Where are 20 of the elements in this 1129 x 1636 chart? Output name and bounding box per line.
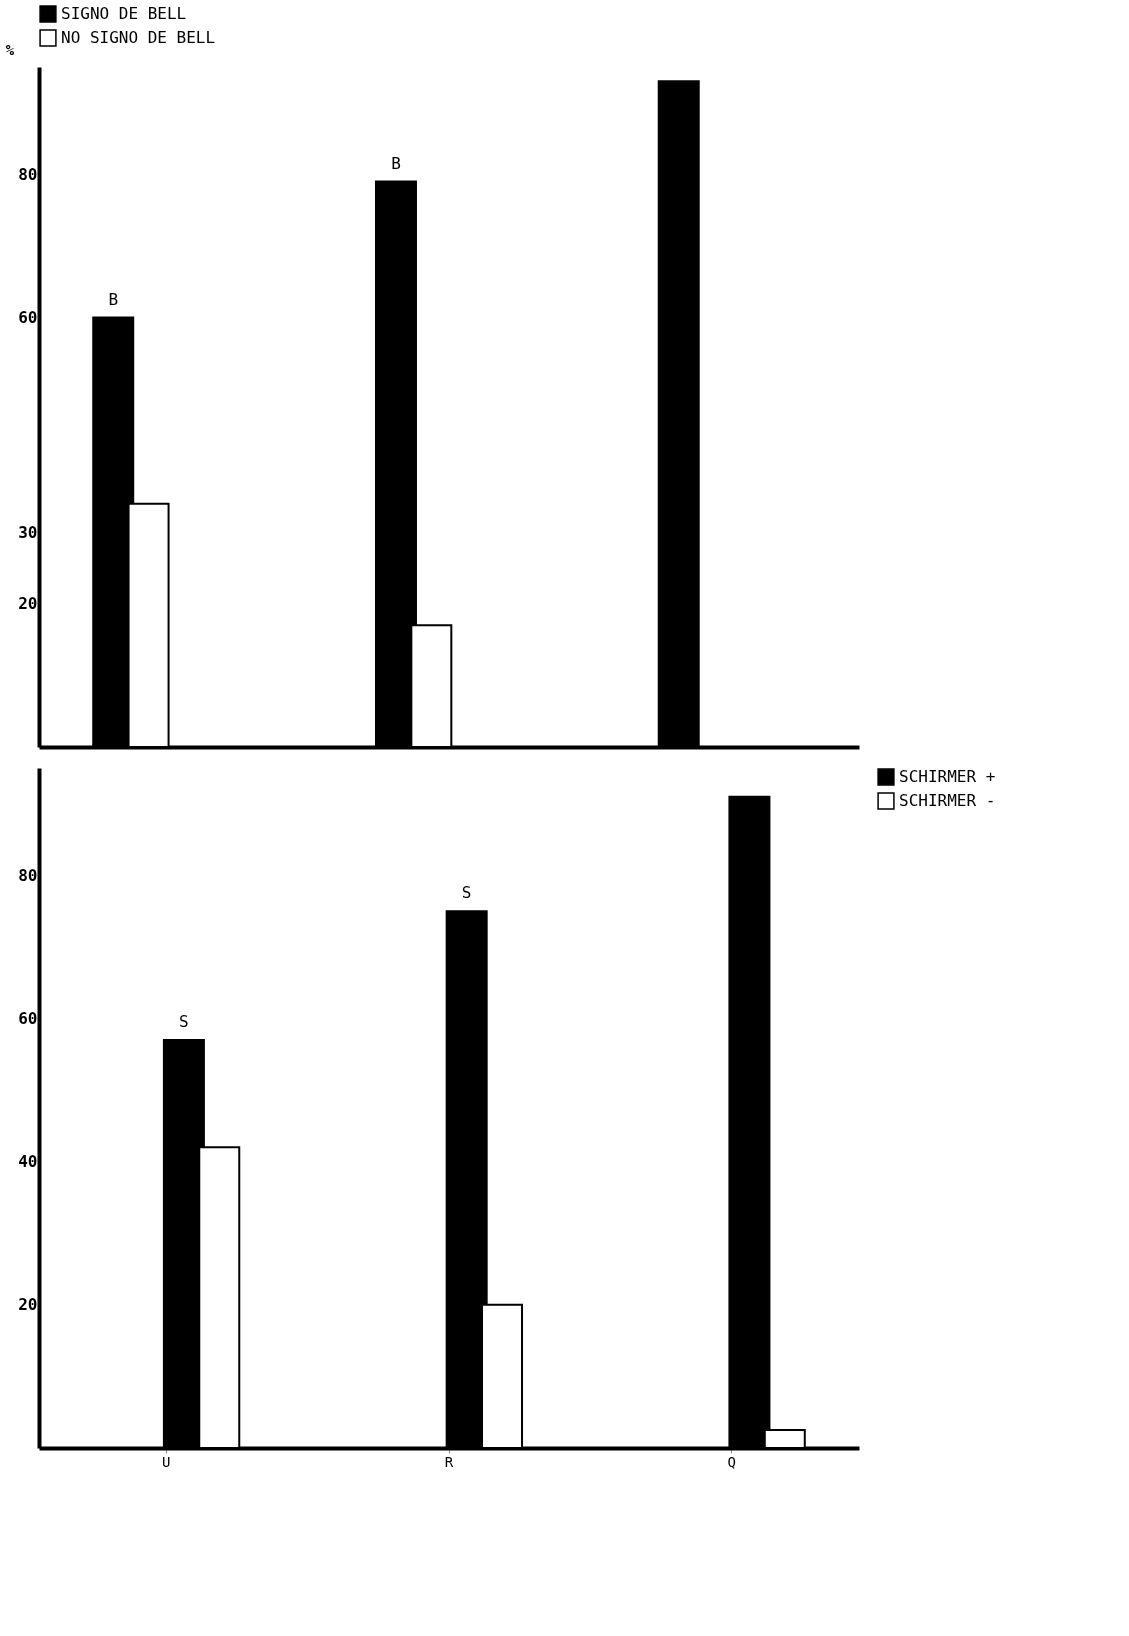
annotation: B: [108, 289, 119, 309]
y-tick-label: 30: [18, 522, 38, 542]
legend-label: NO SIGNO DE BELL: [61, 28, 216, 47]
legend-label: SCHIRMER -: [899, 791, 996, 810]
y-tick-label: 80: [18, 865, 38, 885]
x-tick-label: R: [444, 1453, 454, 1470]
y-tick-label: 40: [18, 1152, 38, 1172]
annotation: S: [179, 1012, 189, 1031]
y-axis-title: %: [5, 41, 15, 58]
annotation: S: [461, 883, 472, 903]
y-tick-label: 20: [18, 594, 38, 614]
legend-label: SIGNO DE BELL: [61, 4, 187, 23]
legend-label: SCHIRMER +: [899, 767, 996, 786]
annotation: B: [391, 153, 401, 173]
x-tick-label: Q: [727, 1453, 736, 1470]
y-tick-label: 20: [18, 1295, 38, 1315]
y-tick-label: 60: [18, 308, 38, 328]
x-tick-label: U: [162, 1453, 171, 1470]
y-tick-label: 60: [18, 1009, 38, 1029]
y-tick-label: 80: [18, 164, 38, 184]
